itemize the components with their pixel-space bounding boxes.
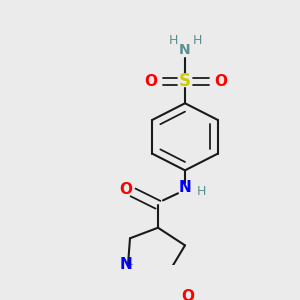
Text: H: H xyxy=(192,34,202,47)
Text: N: N xyxy=(179,43,191,57)
Text: H: H xyxy=(196,185,206,198)
Text: N: N xyxy=(120,257,132,272)
Text: S: S xyxy=(179,72,191,90)
Text: H: H xyxy=(168,34,178,47)
Text: O: O xyxy=(182,289,194,300)
Text: O: O xyxy=(214,74,227,89)
Text: O: O xyxy=(119,182,133,197)
Text: O: O xyxy=(145,74,158,89)
Text: N: N xyxy=(178,181,191,196)
